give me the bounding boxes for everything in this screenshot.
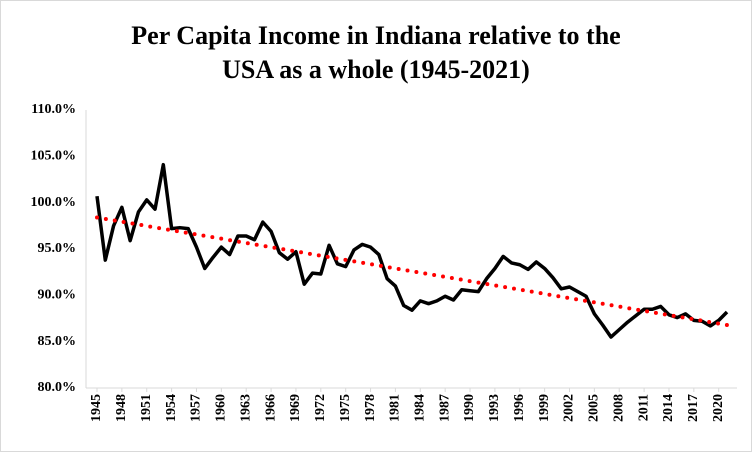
x-tick-label: 1948	[114, 394, 129, 422]
chart-title: USA as a whole (1945-2021)	[222, 55, 530, 84]
y-tick-label: 105.0%	[31, 149, 77, 164]
line	[95, 162, 729, 339]
x-tick-label: 1975	[338, 394, 353, 422]
x-tick-label: 1954	[164, 394, 179, 422]
chart-title: Per Capita Income in Indiana relative to…	[131, 21, 620, 50]
y-tick-label: 90.0%	[38, 288, 77, 303]
x-tick-label: 1957	[189, 394, 204, 422]
x-tick-label: 1984	[413, 394, 428, 422]
x-tick-label: 2014	[661, 394, 676, 422]
x-tick-label: 1978	[363, 394, 378, 422]
x-tick-label: 1960	[214, 394, 229, 422]
x-tick-label: 1996	[512, 394, 527, 422]
x-tick-label: 2002	[562, 394, 577, 422]
x-tick-label: 2008	[611, 394, 626, 422]
x-tick-label: 1972	[313, 394, 328, 422]
x-tick-label: 1990	[462, 394, 477, 422]
x-tick-label: 1951	[139, 394, 154, 422]
x-tick-label: 1993	[487, 394, 502, 422]
x-tick-label: 1999	[537, 394, 552, 422]
x-tick-label: 2005	[587, 394, 602, 422]
x-tick-label: 1966	[263, 394, 278, 422]
x-tick-label: 2011	[636, 394, 651, 421]
y-tick-label: 95.0%	[38, 241, 77, 256]
trend-line	[95, 215, 729, 327]
x-tick-label: 2020	[711, 394, 726, 422]
y-tick-label: 110.0%	[31, 102, 76, 117]
x-tick-label: 1963	[238, 394, 253, 422]
y-tick-label: 85.0%	[38, 334, 77, 349]
x-tick-label: 1987	[437, 394, 452, 422]
x-tick-label: 1969	[288, 394, 303, 422]
y-tick-label: 80.0%	[38, 380, 77, 395]
x-tick-label: 2017	[686, 394, 701, 422]
x-tick-label: 1945	[89, 394, 104, 422]
x-tick-label: 1981	[388, 394, 403, 422]
y-tick-label: 100.0%	[31, 195, 77, 210]
